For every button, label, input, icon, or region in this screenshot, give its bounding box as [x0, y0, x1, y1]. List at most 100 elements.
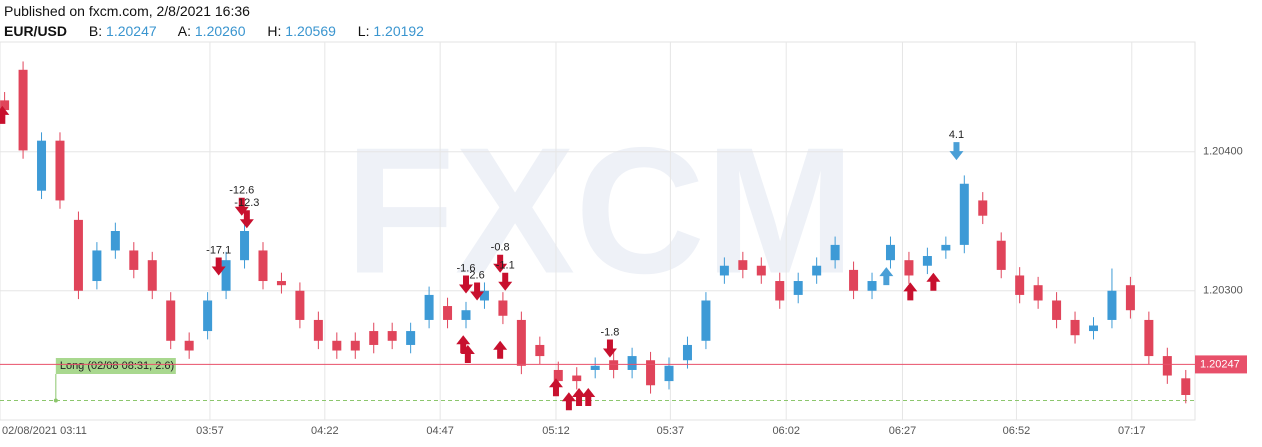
trade-label: -12.6 [229, 185, 254, 197]
candle-body [719, 265, 729, 276]
quote-value: 1.20247 [106, 23, 157, 39]
candle-body [793, 281, 803, 295]
symbol: EUR/USD [4, 23, 68, 39]
candle-body [1033, 285, 1043, 301]
candle-body [92, 250, 102, 282]
candle-body [479, 290, 489, 301]
candle-body [424, 294, 434, 320]
x-tick-label: 04:47 [426, 425, 454, 437]
candle-body [941, 244, 951, 251]
x-tick-label: 06:27 [889, 425, 917, 437]
candle-body [775, 281, 785, 301]
position-point [53, 398, 58, 403]
y-tick-label: 1.20400 [1203, 146, 1243, 158]
candle-body [904, 260, 914, 276]
x-tick-label: 06:52 [1003, 425, 1031, 437]
trade-arrow [460, 344, 475, 363]
trade-arrow [949, 142, 964, 161]
plot-frame [0, 41, 1196, 421]
x-tick-label: 04:22 [311, 425, 339, 437]
candle-body [1070, 319, 1080, 336]
candle-body [553, 369, 563, 382]
candle-body [1015, 275, 1025, 295]
candle-body [682, 344, 692, 361]
candle-body [1088, 325, 1098, 332]
candle-body [590, 365, 600, 370]
trade-arrow [926, 272, 941, 291]
candle-body [240, 231, 250, 261]
trade-label: 4.1 [949, 129, 964, 141]
candle-body [978, 200, 988, 216]
quote-label: B: [88, 23, 103, 39]
quote-label: L: [357, 23, 370, 39]
candle-body [922, 256, 932, 266]
quote-value: 1.20192 [373, 23, 424, 39]
candle-body [1125, 285, 1135, 311]
watermark: FXCM [345, 111, 855, 312]
candle-body [535, 344, 545, 357]
candle-body [756, 265, 766, 276]
position-box [55, 358, 176, 374]
trade-arrow [493, 254, 508, 273]
trade-arrow [572, 388, 587, 407]
candle-body [646, 360, 656, 386]
candle-body [1162, 356, 1172, 376]
candle-body [221, 260, 231, 291]
trade-arrow [879, 267, 894, 286]
trade-arrow [239, 210, 254, 229]
price-tag-label: 1.20247 [1200, 358, 1240, 370]
candle-body [996, 240, 1006, 270]
candle-body [572, 375, 582, 382]
trade-label: 2.6 [469, 269, 484, 281]
candle-body [37, 140, 47, 191]
candle-body [184, 340, 194, 351]
candle-body [849, 269, 859, 291]
trade-label: -1.8 [600, 326, 619, 338]
trade-label: -1.6 [457, 262, 476, 274]
candle-body [313, 319, 323, 341]
candle-body [55, 140, 65, 201]
candle-body [295, 290, 305, 320]
candle-body [627, 356, 637, 370]
trade-arrow [498, 272, 513, 291]
trade-arrow [459, 275, 474, 294]
candle-body [1107, 290, 1117, 320]
candle-body [516, 319, 526, 366]
candle-body [738, 260, 748, 270]
trade-label: -1.1 [496, 260, 515, 272]
candle-body [350, 340, 360, 351]
trade-arrow [456, 335, 471, 354]
candle-body [443, 306, 453, 320]
trade-arrow [903, 282, 918, 301]
candle-body [461, 310, 471, 320]
trade-label: -0.8 [491, 242, 510, 254]
x-tick-label: 06:02 [772, 425, 800, 437]
position-label: Long (02/08 08:31, 2.6) [60, 360, 174, 372]
y-tick-label: 1.20300 [1203, 285, 1243, 297]
trade-arrow [602, 339, 617, 358]
trade-arrow [211, 257, 226, 276]
x-tick-label: 07:17 [1118, 425, 1146, 437]
candle-body [110, 231, 120, 251]
candle-body [959, 183, 969, 245]
price-tag [1195, 355, 1247, 374]
candle-body [18, 69, 28, 151]
candle-body [406, 331, 416, 345]
candle-body [664, 365, 674, 382]
candle-body [73, 219, 83, 291]
quote-label: A: [177, 23, 191, 39]
candle-body [0, 100, 10, 111]
candle-body [258, 250, 268, 282]
candle-body [166, 300, 176, 341]
trade-label: -17.1 [206, 244, 231, 256]
quote-value: 1.20569 [285, 23, 336, 39]
trade-arrow [470, 282, 485, 301]
candle-body [276, 281, 286, 286]
trade-arrow [0, 105, 10, 124]
candle-body [387, 331, 397, 341]
trade-label: -12.3 [234, 197, 259, 209]
candle-body [609, 360, 619, 370]
trade-arrow [581, 388, 596, 407]
